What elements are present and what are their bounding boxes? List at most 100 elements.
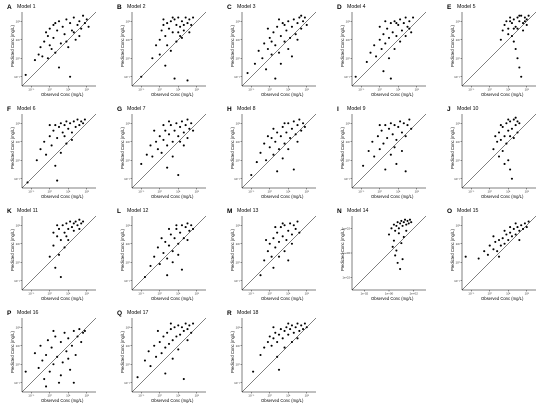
x-tick-label: 10⁰: [267, 292, 272, 296]
data-point: [373, 155, 376, 158]
data-point: [276, 231, 279, 234]
data-point: [48, 255, 51, 258]
data-point: [400, 131, 403, 134]
data-point: [406, 25, 409, 28]
data-point: [182, 329, 185, 332]
y-axis-label: Predicted Conc (mg/L): [340, 25, 345, 67]
panel-letter: R: [227, 310, 232, 317]
data-point: [46, 57, 49, 60]
data-point: [266, 341, 269, 344]
data-point: [166, 22, 169, 25]
data-point: [76, 335, 79, 338]
data-point: [281, 337, 284, 340]
data-point: [45, 31, 48, 34]
data-point: [382, 142, 385, 145]
data-point: [177, 135, 180, 138]
data-point: [382, 70, 385, 73]
data-point: [46, 339, 49, 342]
y-tick-label: 10²: [126, 121, 130, 125]
y-tick-label: 10²: [346, 19, 350, 23]
data-point: [505, 142, 508, 145]
identity-line: [241, 317, 317, 393]
data-point: [400, 29, 403, 32]
y-tick-label: 10⁻¹: [454, 279, 460, 283]
scatter-plot: 10⁻¹ 10⁰ 10¹ 10² 10² 10¹ 10⁰ 10⁻¹: [454, 113, 537, 194]
data-point: [37, 366, 40, 369]
data-point: [171, 140, 174, 143]
data-point: [292, 18, 295, 21]
data-point: [162, 335, 165, 338]
data-point: [59, 122, 62, 125]
data-point: [173, 129, 176, 132]
data-point: [281, 22, 284, 25]
data-point: [151, 155, 154, 158]
data-point: [63, 124, 66, 127]
data-point: [406, 219, 409, 222]
data-point: [272, 127, 275, 130]
data-point: [171, 16, 174, 19]
y-tick-label: 10²: [456, 223, 460, 227]
data-point: [169, 124, 172, 127]
x-tick-label: 10⁻¹: [468, 292, 474, 296]
identity-line: [461, 113, 537, 189]
y-axis-label: Predicted Conc (mg/L): [120, 127, 125, 169]
data-point: [354, 75, 357, 78]
y-tick-label: 10⁻¹: [234, 381, 240, 385]
x-tick-label: 10²: [305, 190, 309, 194]
data-point: [56, 224, 59, 227]
data-point: [296, 140, 299, 143]
data-point: [160, 29, 163, 32]
y-tick-label: 10²: [456, 19, 460, 23]
data-point: [87, 25, 90, 28]
data-point: [300, 27, 303, 30]
data-point: [281, 222, 284, 225]
data-point: [412, 16, 415, 19]
data-point: [263, 259, 266, 262]
data-point: [167, 227, 171, 230]
data-point: [300, 14, 303, 17]
x-axis-label: Observed Conc (mg/L): [151, 398, 194, 403]
data-point: [61, 224, 64, 227]
y-tick-label: 10⁰: [345, 56, 350, 60]
y-tick-label: 10⁰: [455, 158, 460, 162]
data-point: [281, 125, 284, 128]
data-point: [182, 23, 185, 27]
data-point: [180, 20, 183, 23]
data-point: [290, 55, 293, 58]
data-point: [76, 224, 79, 227]
data-point: [171, 31, 174, 34]
data-point: [384, 168, 387, 171]
x-tick-label: 10¹: [506, 88, 510, 92]
data-point: [290, 127, 293, 130]
panel-title: Model 5: [457, 4, 476, 10]
panel-title: Model 16: [17, 310, 39, 316]
data-point: [394, 254, 397, 257]
data-point: [268, 335, 271, 338]
panel-title: Model 13: [237, 208, 259, 214]
data-point: [399, 40, 402, 43]
data-point: [405, 223, 408, 226]
scatter-plot: 10⁻¹ 10⁰ 10¹ 10² 10² 10¹ 10⁰ 10⁻¹: [344, 11, 427, 92]
data-point: [300, 129, 303, 132]
data-point: [175, 224, 178, 227]
data-point: [70, 344, 73, 347]
data-point: [41, 359, 44, 362]
data-point: [397, 125, 400, 128]
data-point: [35, 159, 38, 162]
x-tick-label: 10⁻¹: [358, 190, 364, 194]
data-point: [45, 353, 48, 357]
data-point: [391, 31, 394, 34]
data-point: [72, 120, 75, 123]
x-tick-label: 10¹: [506, 190, 510, 194]
data-point: [395, 224, 398, 227]
data-point: [162, 251, 165, 255]
data-point: [283, 142, 286, 145]
data-point: [290, 324, 293, 327]
data-point: [276, 25, 279, 28]
panel-title: Model 4: [347, 4, 366, 10]
data-point: [166, 44, 169, 47]
y-tick-label: 10²: [236, 19, 240, 23]
y-tick-label: 10¹: [456, 38, 460, 42]
panel-letter: L: [117, 208, 121, 215]
data-point: [52, 129, 55, 132]
